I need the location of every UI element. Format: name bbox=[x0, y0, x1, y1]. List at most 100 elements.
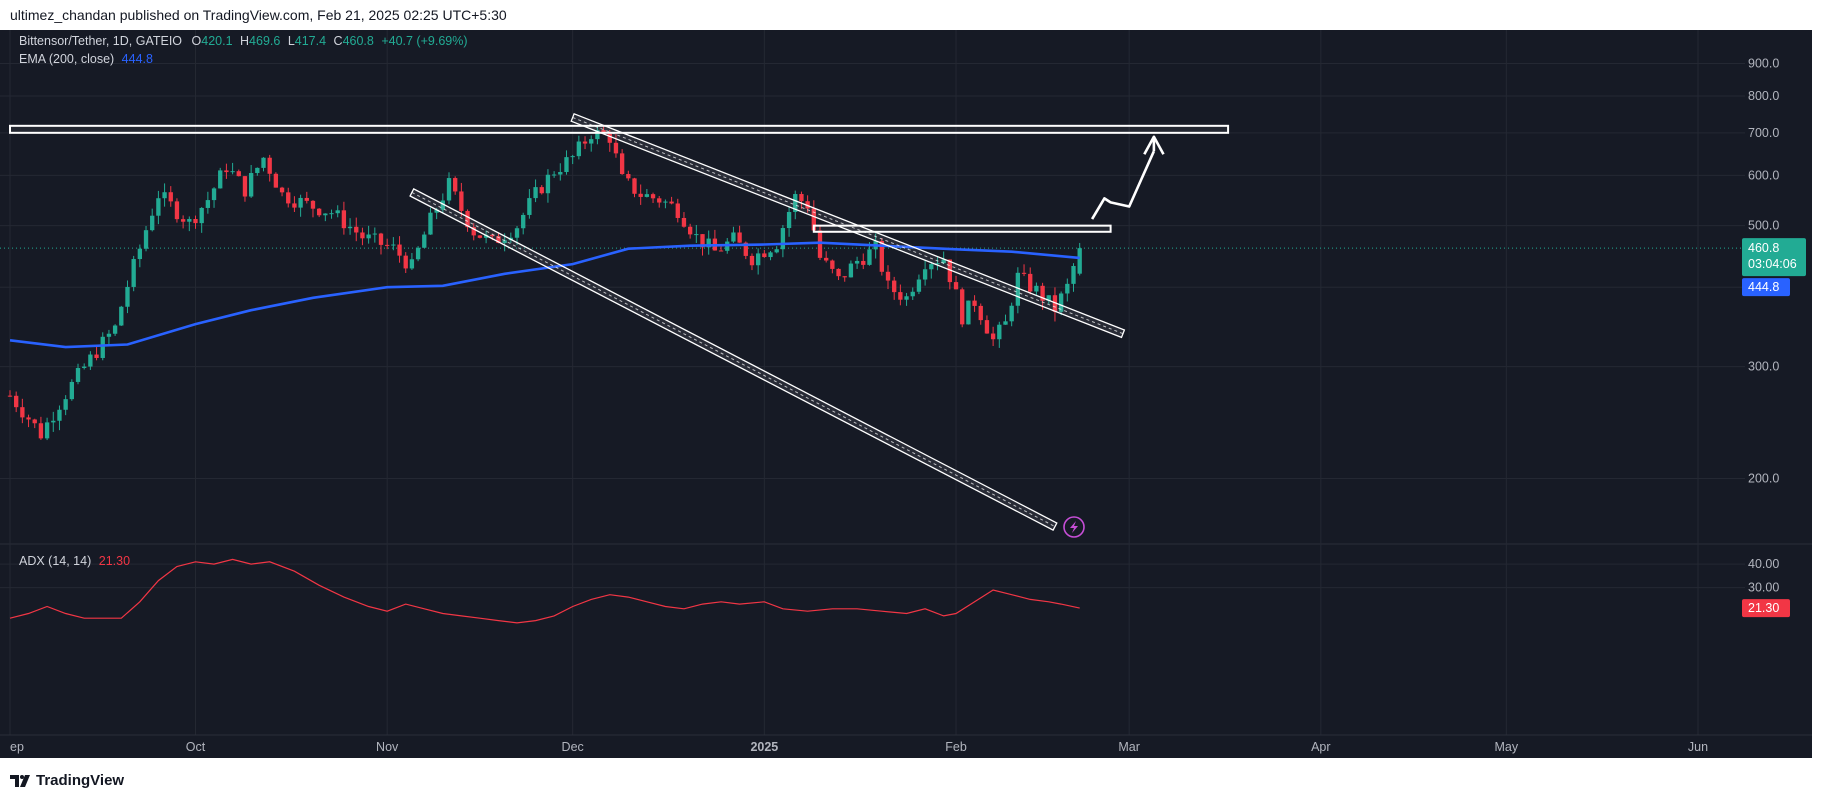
candle-body bbox=[38, 423, 44, 439]
time-tick-label: May bbox=[1495, 740, 1519, 754]
publisher-text: ultimez_chandan published on TradingView… bbox=[10, 7, 507, 23]
price-tick-label: 800.0 bbox=[1748, 89, 1779, 103]
candle-body bbox=[966, 300, 971, 325]
candle-body bbox=[663, 201, 668, 203]
candle-body bbox=[836, 268, 841, 277]
candle-body bbox=[409, 259, 415, 269]
candle-body bbox=[607, 133, 612, 143]
candle-body bbox=[354, 226, 359, 233]
candle-body bbox=[218, 170, 223, 189]
candle-body bbox=[811, 208, 816, 231]
candle-body bbox=[1071, 265, 1076, 284]
candle-body bbox=[273, 173, 279, 188]
price-axis: 200.0300.0400.0500.0600.0700.0800.0900.0… bbox=[1748, 56, 1779, 594]
adx-label: ADX (14, 14) bbox=[19, 554, 92, 568]
tradingview-logo[interactable]: TradingView bbox=[10, 772, 124, 789]
price-badges: 460.8 03:04:06 444.8 21.30 bbox=[1742, 238, 1806, 618]
candle-body bbox=[32, 419, 37, 424]
candle-body bbox=[440, 200, 445, 210]
adx-tick-label: 40.00 bbox=[1748, 557, 1779, 571]
ohlc-close-label: C bbox=[333, 34, 343, 48]
candle-body bbox=[953, 282, 959, 290]
candle-body bbox=[372, 233, 377, 235]
candle-body bbox=[551, 174, 557, 176]
candle-body bbox=[817, 230, 823, 258]
candle-body bbox=[737, 232, 742, 243]
ohlc-low: 417.4 bbox=[294, 34, 327, 48]
candle-body bbox=[972, 300, 977, 306]
last-price-badge bbox=[1742, 238, 1806, 277]
candle-body bbox=[650, 194, 656, 199]
resistance-zone bbox=[9, 124, 1230, 134]
candle-body bbox=[657, 198, 662, 203]
candle-body bbox=[100, 336, 105, 358]
price-chart[interactable]: 200.0300.0400.0500.0600.0700.0800.0900.0… bbox=[0, 30, 1812, 758]
candle-body bbox=[82, 366, 87, 369]
candle-body bbox=[687, 226, 693, 235]
candle-body bbox=[51, 420, 56, 423]
adx-line bbox=[9, 558, 1080, 624]
ohlc-close: 460.8 bbox=[342, 34, 374, 48]
candle-body bbox=[143, 230, 149, 249]
time-tick-label: 2025 bbox=[750, 740, 778, 754]
candle-body bbox=[255, 167, 260, 174]
ohlc-open-label: O bbox=[191, 34, 202, 48]
candle-body bbox=[490, 234, 495, 237]
candle-body bbox=[310, 200, 316, 209]
candle-body bbox=[997, 324, 1002, 340]
candle-body bbox=[1003, 321, 1008, 325]
candle-body bbox=[514, 228, 520, 238]
candle-body bbox=[941, 259, 946, 264]
candle-body bbox=[867, 249, 872, 265]
candle-body bbox=[564, 157, 569, 173]
candle-body bbox=[842, 276, 847, 278]
candle-body bbox=[205, 200, 211, 208]
candle-body bbox=[885, 271, 891, 281]
candle-body bbox=[947, 259, 953, 283]
candle-body bbox=[774, 249, 779, 253]
price-tick-label: 500.0 bbox=[1748, 219, 1779, 233]
candle-body bbox=[428, 212, 433, 235]
candle-body bbox=[718, 250, 724, 252]
candle-body bbox=[366, 234, 371, 239]
time-tick-label: Nov bbox=[376, 740, 399, 754]
candle-body bbox=[539, 187, 544, 194]
time-tick-label: Dec bbox=[562, 740, 584, 754]
candle-body bbox=[150, 215, 155, 231]
candle-body bbox=[279, 187, 285, 193]
ohlc-change: +40.7 (+9.69%) bbox=[381, 34, 468, 48]
candle-body bbox=[378, 233, 384, 245]
candle-body bbox=[224, 170, 229, 173]
candle-body bbox=[861, 260, 866, 265]
candle-body bbox=[446, 178, 452, 201]
chart-area[interactable]: 200.0300.0400.0500.0600.0700.0800.0900.0… bbox=[0, 30, 1812, 758]
candle-body bbox=[626, 174, 631, 179]
candle-body bbox=[236, 171, 241, 177]
price-tick-label: 300.0 bbox=[1748, 360, 1779, 374]
candle-body bbox=[44, 422, 50, 439]
candles bbox=[7, 125, 1082, 441]
candle-body bbox=[162, 192, 167, 199]
symbol-legend: Bittensor/Tether, 1D, GATEIO O420.1 H469… bbox=[19, 34, 468, 48]
candle-body bbox=[360, 232, 365, 239]
last-price-text: 460.8 bbox=[1748, 241, 1779, 255]
price-tick-label: 900.0 bbox=[1748, 56, 1779, 70]
candle-body bbox=[465, 210, 470, 228]
grid bbox=[0, 30, 1812, 736]
ohlc-high: 469.6 bbox=[249, 34, 281, 48]
candle-body bbox=[644, 194, 650, 197]
footer: TradingView bbox=[0, 762, 1824, 799]
ema-line bbox=[9, 241, 1080, 349]
ohlc-open: 420.1 bbox=[201, 34, 233, 48]
candle-body bbox=[88, 354, 93, 367]
candle-body bbox=[112, 325, 118, 334]
candle-body bbox=[527, 198, 532, 215]
candle-body bbox=[916, 279, 922, 292]
candle-body bbox=[570, 156, 575, 158]
adx-tick-label: 30.00 bbox=[1748, 581, 1779, 595]
candle-body bbox=[1058, 293, 1064, 312]
candle-body bbox=[453, 178, 458, 192]
candle-body bbox=[248, 173, 254, 197]
candle-body bbox=[892, 280, 897, 293]
channel-upper-line-midline bbox=[572, 117, 1124, 335]
